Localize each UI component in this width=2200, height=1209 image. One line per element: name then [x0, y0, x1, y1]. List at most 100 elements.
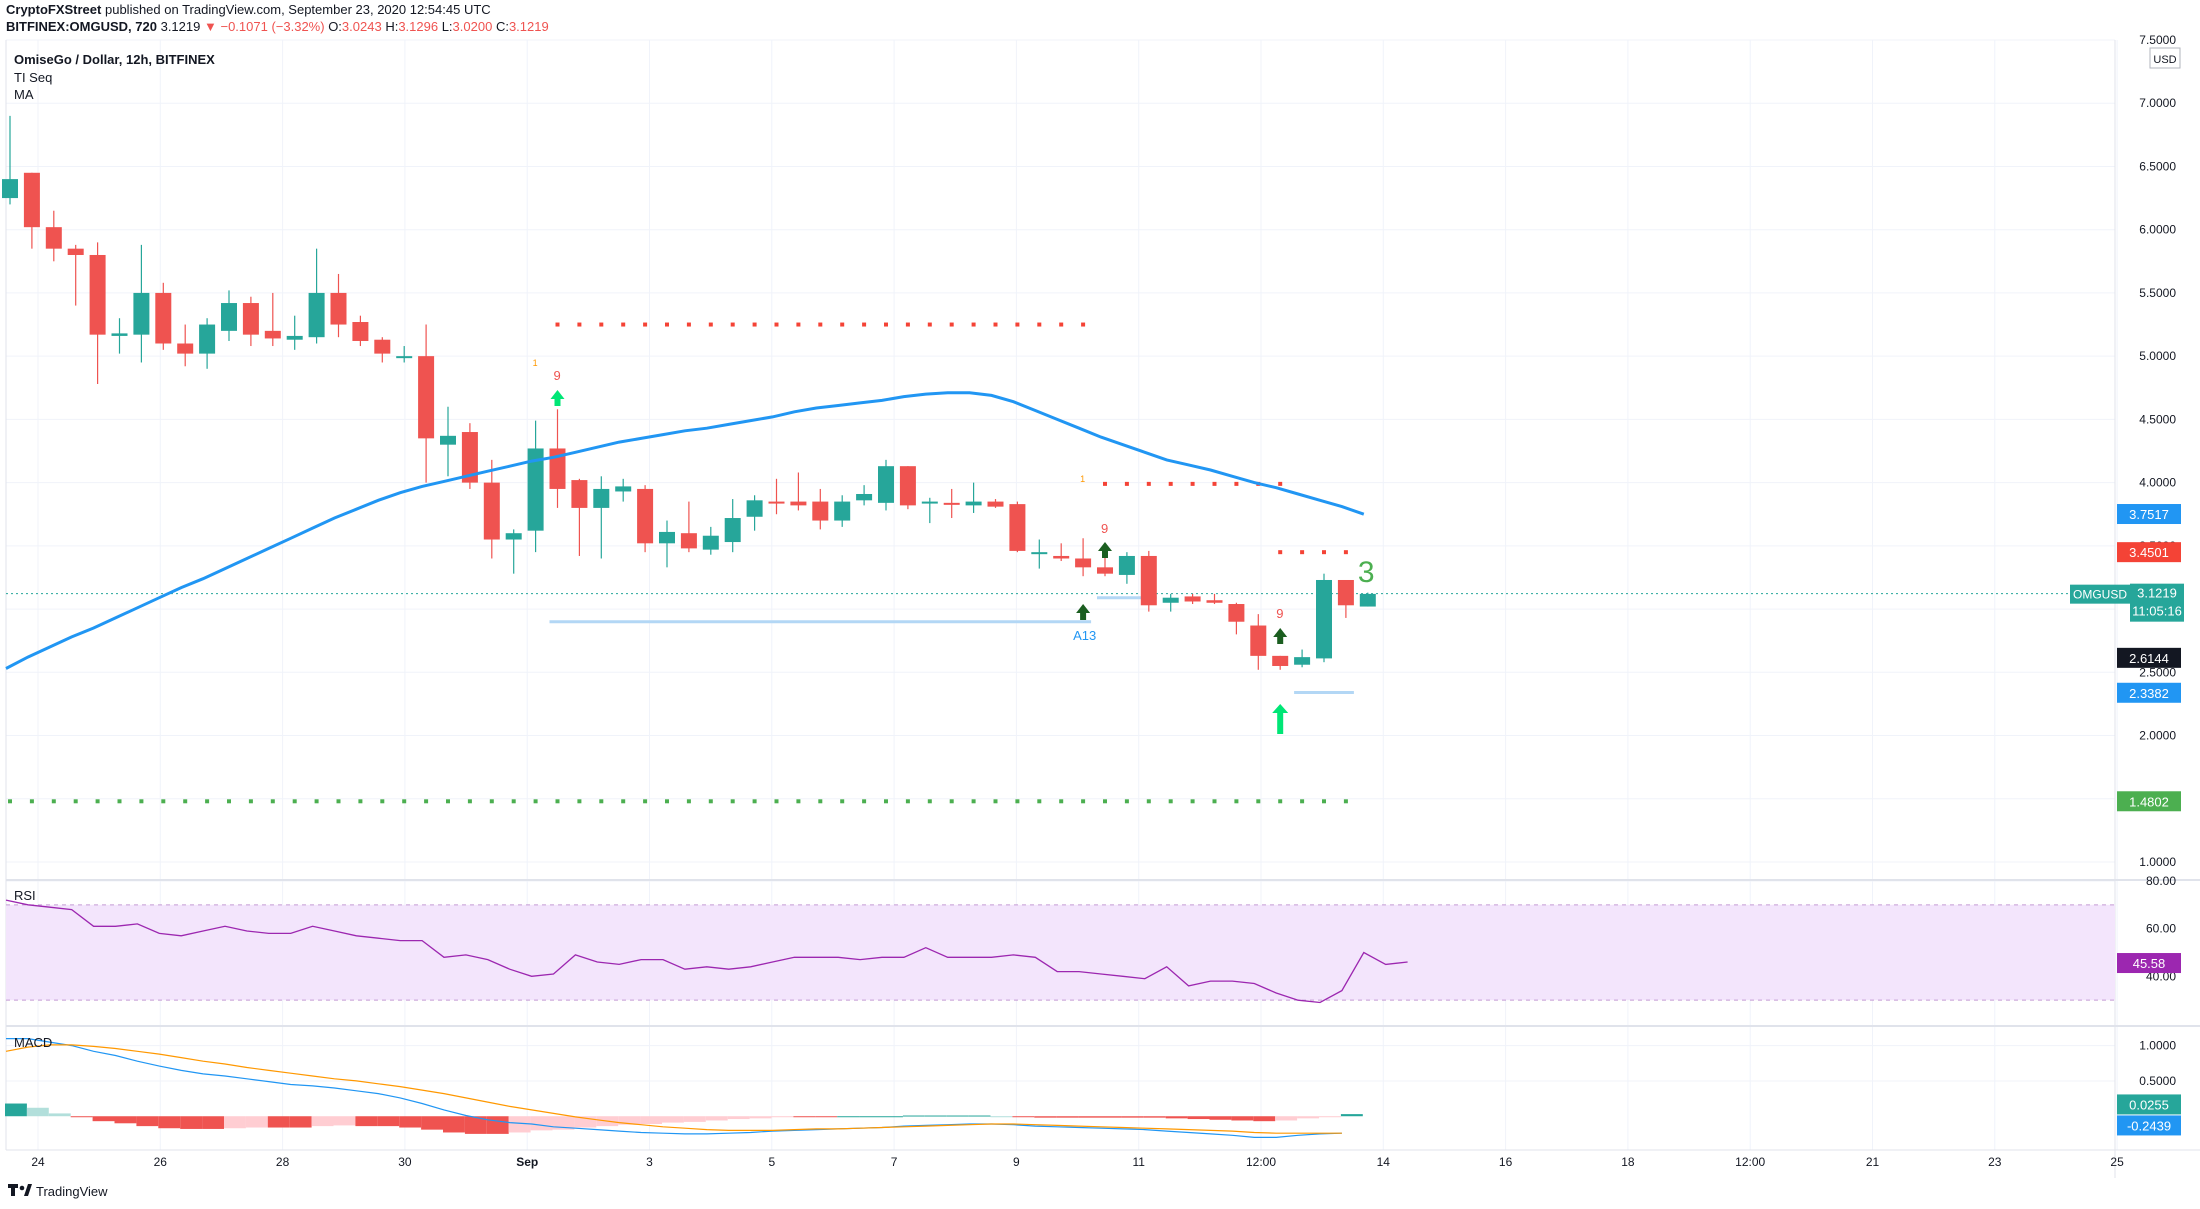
candle-body	[702, 535, 719, 550]
resistance-dot	[796, 322, 801, 327]
currency-box[interactable]	[2149, 47, 2181, 69]
resistance-dot	[818, 322, 823, 327]
rsi-tick-label: 60.00	[2146, 922, 2176, 936]
badge-green-level: 1.4802	[2117, 791, 2181, 812]
ma-line	[5, 391, 1365, 670]
signal-line	[5, 1044, 1342, 1134]
candle-body	[330, 292, 347, 325]
candle-body	[1031, 552, 1048, 555]
support-dot	[621, 799, 626, 804]
rsi-tick-label: 80.00	[2146, 874, 2176, 888]
candle-body	[856, 493, 873, 501]
time-tick-label: 12:00	[1735, 1155, 1765, 1169]
candle-body	[1228, 604, 1245, 622]
macd-pane-label[interactable]: MACD	[14, 1035, 52, 1050]
badge-resistance: 3.4501	[2117, 542, 2181, 563]
candle-body	[1206, 600, 1223, 603]
support-dot	[336, 799, 341, 804]
badge-ma: 3.7517	[2117, 504, 2181, 525]
support-dot	[577, 799, 582, 804]
macd-histogram-bar	[683, 1116, 706, 1122]
resistance-dot	[840, 322, 845, 327]
time-tick-label: 30	[398, 1155, 412, 1169]
support-dot	[1059, 799, 1064, 804]
candle-body	[834, 501, 851, 521]
support-dot	[730, 799, 735, 804]
open-value: 3.0243	[341, 19, 382, 34]
macd-histogram-bar	[136, 1116, 159, 1127]
badge-support: 2.3382	[2117, 682, 2181, 703]
tradingview-icon-dot	[19, 1185, 25, 1191]
macd-histogram-bar	[421, 1116, 443, 1130]
resistance-dot	[862, 322, 867, 327]
candle-body	[637, 488, 654, 544]
support-dot	[1037, 799, 1042, 804]
annotations: 9 9 9 A13 3 1 1	[533, 358, 1375, 734]
publish-line: CryptoFXStreet published on TradingView.…	[6, 2, 491, 17]
symbol-label: BITFINEX:OMGUSD, 720	[6, 19, 157, 34]
macd-histogram-bar	[1056, 1116, 1079, 1118]
rsi-pane-label[interactable]: RSI	[14, 888, 36, 903]
candle-body	[1140, 555, 1157, 606]
support-dot	[686, 799, 691, 804]
candle-body	[483, 482, 500, 540]
currency-label: USD	[2153, 54, 2176, 66]
macd-histogram-bar	[1253, 1116, 1276, 1122]
support-dot	[314, 799, 319, 804]
resistance-dot	[752, 322, 757, 327]
dark-green-up-arrow-icon	[1273, 628, 1288, 644]
support-dot	[1081, 799, 1086, 804]
tradingview-wordmark: TradingView	[36, 1184, 108, 1199]
candle-body	[790, 501, 807, 506]
resistance-dot	[1278, 481, 1283, 486]
macd-histogram-bar	[793, 1116, 816, 1118]
support-dot	[1300, 799, 1305, 804]
high-label: H:	[385, 19, 399, 34]
macd-histogram-bar	[486, 1116, 509, 1134]
candle-body	[1184, 596, 1201, 602]
published-text: published on TradingView.com, September …	[104, 2, 491, 17]
macd-histogram-bar	[749, 1116, 772, 1119]
tradingview-logo[interactable]: TradingView	[8, 1184, 108, 1199]
rsi-band	[6, 904, 2115, 1001]
legend-ti-seq[interactable]: TI Seq	[14, 70, 52, 85]
support-dot	[927, 799, 932, 804]
candle-body	[680, 533, 697, 549]
green-up-arrow-icon	[1272, 704, 1289, 734]
candle-body	[812, 501, 829, 521]
time-tick-label: 11	[1132, 1155, 1145, 1169]
macd-histogram-bar	[48, 1113, 71, 1117]
publisher-name[interactable]: CryptoFXStreet	[6, 2, 102, 17]
legend-ma[interactable]: MA	[14, 87, 34, 102]
candle-body	[899, 466, 916, 506]
tradingview-icon-slash	[24, 1184, 32, 1196]
candle-body	[440, 435, 456, 445]
macd-histogram-bar	[92, 1116, 115, 1122]
price-tick-label: 2.5000	[2139, 665, 2176, 679]
time-tick-label: 14	[1377, 1155, 1391, 1169]
candle-body	[418, 356, 435, 439]
resistance-dot	[774, 322, 779, 327]
resistance-dot	[1146, 481, 1151, 486]
resistance-dot	[1124, 481, 1129, 486]
candle-body	[1316, 579, 1332, 659]
price-tick-label: 1.0000	[2139, 855, 2176, 869]
macd-histogram-bar	[727, 1116, 750, 1120]
macd-histogram-bar	[5, 1103, 27, 1117]
time-tick-label: 3	[646, 1155, 653, 1169]
support-dot	[818, 799, 823, 804]
support-dot	[8, 799, 12, 804]
time-tick-label: 7	[891, 1155, 898, 1169]
macd-histogram-bar	[311, 1116, 334, 1127]
support-dot	[708, 799, 713, 804]
resistance-dot	[884, 322, 888, 327]
candle-body	[67, 248, 84, 255]
macd-histogram-bar	[530, 1116, 553, 1131]
resistance-dot	[949, 322, 954, 327]
resistance-dot	[1300, 550, 1305, 555]
resistance-dot	[1212, 481, 1217, 486]
support-dot	[29, 799, 34, 804]
support-dot	[884, 799, 888, 804]
seq-one-label-b: 1	[1080, 474, 1085, 484]
